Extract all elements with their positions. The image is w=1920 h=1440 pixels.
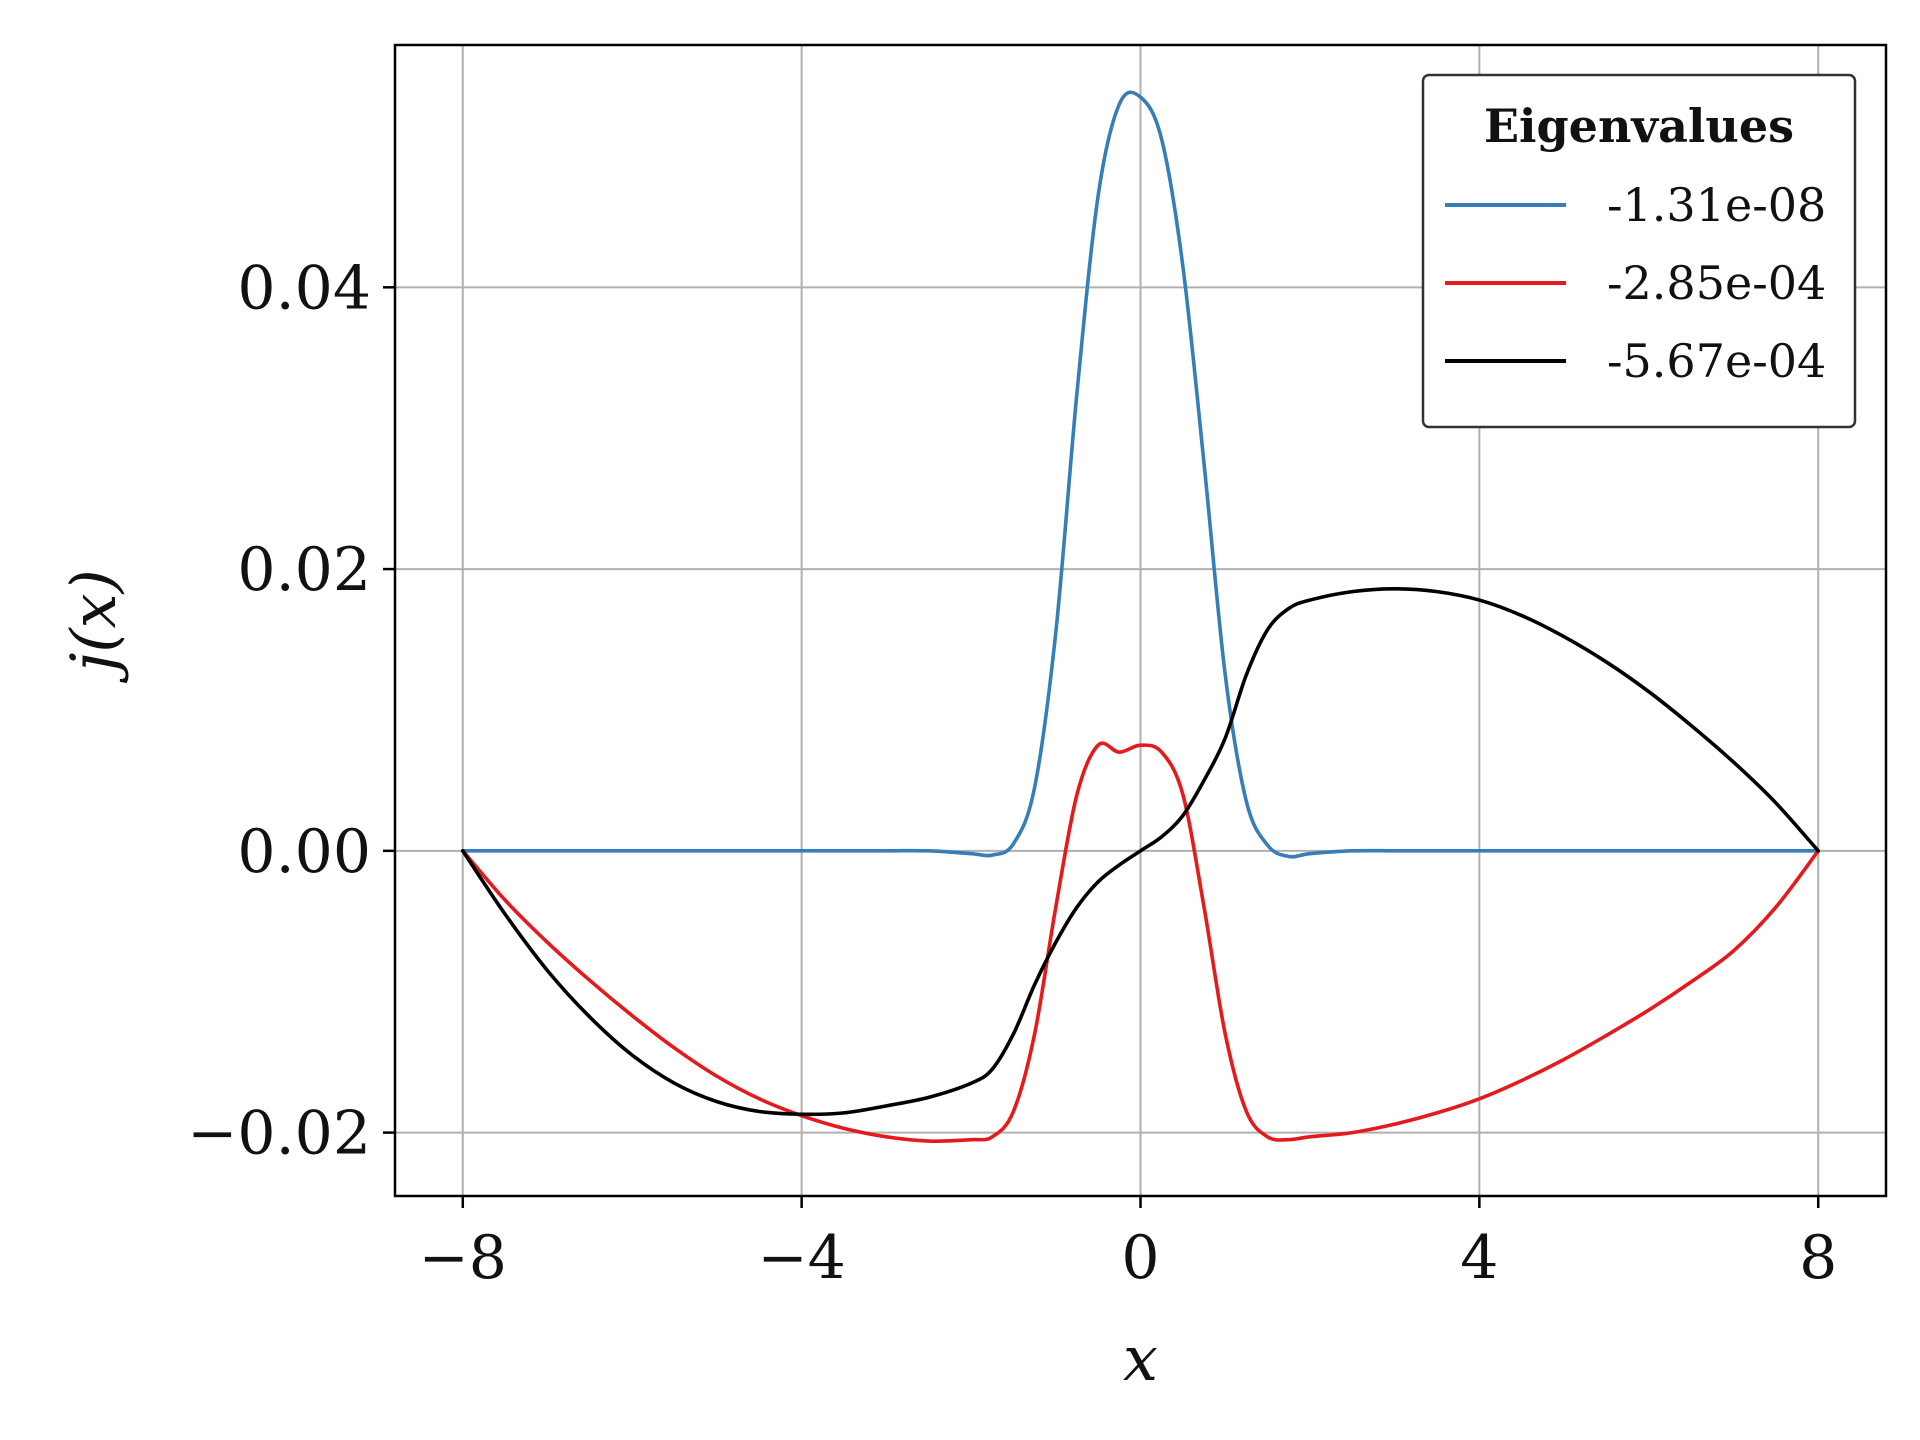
x-tick-label: 8 <box>1799 1223 1837 1293</box>
series-lines <box>460 90 1821 1143</box>
legend-label: -2.85e-04 <box>1607 256 1826 310</box>
legend-item: -1.31e-08 <box>1445 178 1826 232</box>
legend-box <box>1421 73 1857 429</box>
x-tick-label: 4 <box>1460 1223 1498 1293</box>
y-tick-label: −0.02 <box>187 1099 371 1169</box>
x-tick-label: −8 <box>419 1223 507 1293</box>
series-line <box>460 90 1821 859</box>
legend-label: -5.67e-04 <box>1607 334 1826 388</box>
y-tick-label: 0.04 <box>237 253 371 323</box>
legend-item: -5.67e-04 <box>1445 334 1826 388</box>
x-axis-label: x <box>1123 1322 1158 1395</box>
legend-items: -1.31e-08 -2.85e-04 -5.67e-04 <box>1445 178 1826 388</box>
legend: Eigenvalues -1.31e-08 -2.85e-04 -5.67e-04 <box>1421 73 1857 429</box>
series-line <box>460 587 1821 1117</box>
series-line <box>460 741 1821 1143</box>
y-tick-label: 0.00 <box>237 817 371 887</box>
ticks: −8 −4 0 4 8 −0.02 0.00 0.02 0.04 <box>187 253 1837 1293</box>
x-tick-label: −4 <box>757 1223 845 1293</box>
x-tick-label: 0 <box>1121 1223 1159 1293</box>
legend-item: -2.85e-04 <box>1445 256 1826 310</box>
legend-title: Eigenvalues <box>1484 99 1794 153</box>
legend-label: -1.31e-08 <box>1607 178 1826 232</box>
y-tick-label: 0.02 <box>237 535 371 605</box>
y-axis-label: j(x) <box>57 569 130 684</box>
